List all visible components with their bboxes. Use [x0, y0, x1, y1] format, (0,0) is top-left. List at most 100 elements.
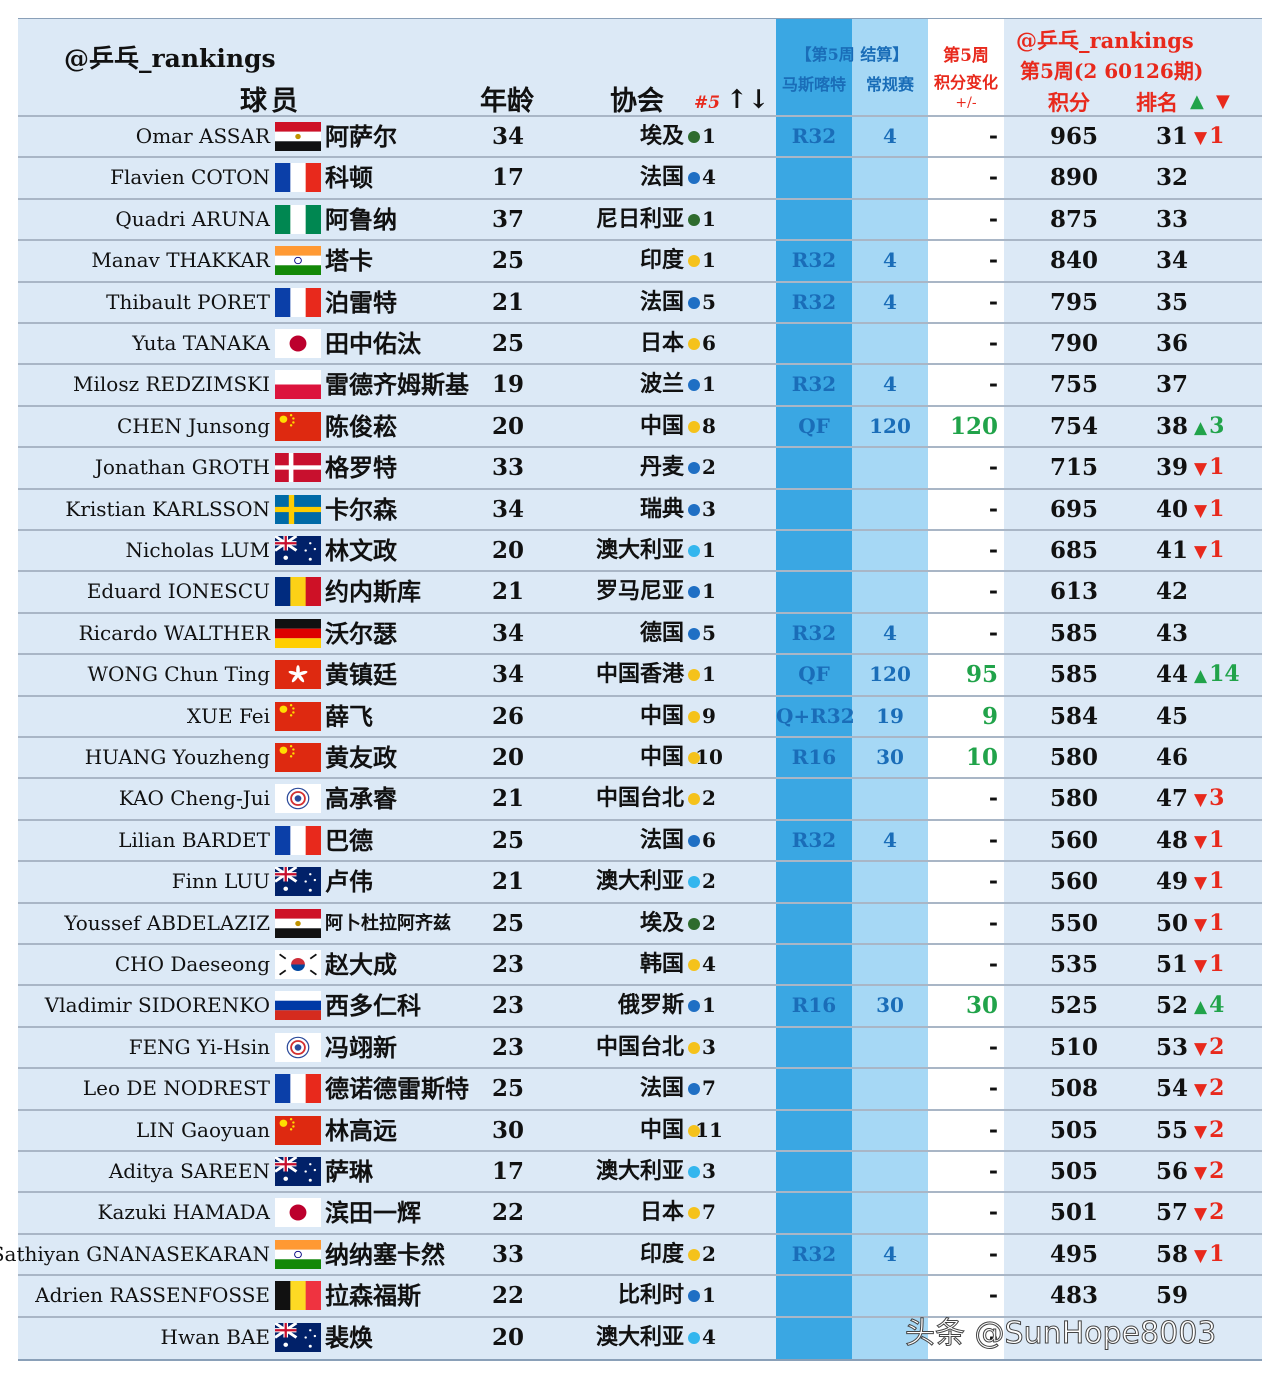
- sort-icon[interactable]: ↑↓: [726, 85, 770, 115]
- rank-movement: ▼1: [1194, 862, 1224, 901]
- table-row: Youssef ABDELAZIZ 阿卜杜拉阿齐兹 25 埃及 2-550 50 ▼1: [18, 901, 1262, 943]
- ranking-points: 695: [1049, 495, 1098, 523]
- association-rank: 4: [702, 1324, 716, 1349]
- player-chinese-name: 陈俊菘: [325, 411, 397, 441]
- ranking-position: 45: [1155, 702, 1188, 730]
- player-association: 中国台北: [595, 1033, 684, 1060]
- ranking-column: [1004, 19, 1262, 1359]
- player-age: 21: [491, 578, 524, 606]
- rank-movement: ▼1: [1194, 531, 1224, 570]
- ranking-points: 510: [1049, 1033, 1098, 1061]
- association-rank: 6: [702, 827, 716, 852]
- player-name: Flavien COTON: [110, 165, 270, 190]
- rank-movement: ▼1: [1194, 490, 1224, 529]
- player-association: 印度: [639, 247, 684, 274]
- ranking-position: 48: [1155, 826, 1188, 854]
- russia-flag: [275, 991, 321, 1021]
- player-chinese-name: 薛飞: [325, 701, 373, 731]
- handle-title: @乒乓_rankings: [64, 44, 276, 73]
- ranking-position: 39: [1155, 454, 1188, 482]
- player-chinese-name: 泊雷特: [325, 287, 397, 317]
- table-row: CHEN Junsong 陈俊菘 20 中国 8 QF 120 120 754 38 ▲3: [18, 404, 1262, 446]
- player-chinese-name: 萨琳: [325, 1157, 373, 1186]
- continent-dot-icon: [688, 752, 700, 764]
- table-row: Nicholas LUM 林文政 20 澳大利亚 1-685 41 ▼1: [18, 529, 1262, 570]
- player-age: 23: [491, 992, 524, 1020]
- muscat-result: [776, 904, 852, 943]
- chinese-taipei-flag: [275, 784, 321, 814]
- korea-flag: [275, 950, 321, 979]
- australia-flag: [275, 867, 321, 897]
- points-change-header: 积分变化: [933, 73, 998, 92]
- association-rank: 2: [702, 910, 716, 935]
- points-change: 95: [965, 661, 998, 689]
- player-age: 37: [491, 205, 524, 233]
- regular-points: 4: [883, 372, 897, 397]
- india-flag: [275, 246, 321, 276]
- player-association: 澳大利亚: [595, 537, 684, 563]
- france-flag: [275, 287, 321, 317]
- player-association: 中国台北: [595, 785, 684, 812]
- table-row: Sathiyan GNANASEKARAN 纳纳塞卡然 33 印度 2 R32 4 - 495 5…: [0, 1232, 1262, 1274]
- ranking-position: 50: [1155, 909, 1188, 937]
- points-change: -: [988, 123, 998, 149]
- ranking-position: 36: [1155, 330, 1188, 357]
- belgium-flag: [275, 1281, 321, 1311]
- rank-movement: ▲14: [1194, 655, 1240, 694]
- muscat-result: [776, 945, 852, 984]
- table-row: WONG Chun Ting 黄镇廷 34 中国香港 1 QF 120 95 585 44 ▲14: [18, 653, 1262, 694]
- rank-movement: ▲3: [1194, 407, 1224, 446]
- ranking-points: 483: [1049, 1282, 1098, 1310]
- muscat-result: [776, 200, 852, 239]
- player-association: 韩国: [639, 951, 684, 977]
- ranking-points: 585: [1049, 619, 1098, 647]
- continent-dot-icon: [688, 379, 700, 392]
- continent-dot-icon: [688, 213, 700, 226]
- continent-dot-icon: [688, 1248, 700, 1261]
- ranking-points: 890: [1049, 164, 1098, 192]
- player-age: 21: [491, 785, 524, 813]
- player-chinese-name: 赵大成: [325, 950, 397, 979]
- muscat-result: R32: [791, 620, 837, 645]
- continent-dot-icon: [688, 834, 700, 847]
- up-arrow-icon: ▲: [1194, 666, 1208, 687]
- rank-movement: ▼1: [1194, 1235, 1224, 1274]
- rank-movement: ▲4: [1194, 986, 1224, 1025]
- player-name: XUE Fei: [186, 703, 270, 728]
- ranking-position: 41: [1155, 537, 1188, 564]
- continent-dot-icon: [688, 131, 700, 143]
- muscat-result: [776, 1193, 852, 1232]
- points-change: 120: [949, 412, 998, 440]
- player-chinese-name: 西多仁科: [325, 991, 421, 1021]
- player-age: 34: [491, 123, 524, 150]
- table-row: Eduard IONESCU 约内斯库 21 罗马尼亚 1 - 613 42: [18, 570, 1262, 611]
- ranking-position: 46: [1155, 744, 1188, 771]
- rank-movement-value: 1: [1209, 909, 1225, 936]
- table-row: XUE Fei 薛飞 26 中国 9 Q+R32 19 9 584 45: [18, 694, 1262, 736]
- continent-dot-icon: [688, 503, 700, 516]
- player-association: 埃及: [639, 123, 684, 149]
- regular-points: [852, 1111, 928, 1150]
- table-row: FENG Yi-Hsin 冯翊新 23 中国台北 3-510 53 ▼2: [18, 1025, 1262, 1067]
- table-row: LIN Gaoyuan 林高远 30 中国 11-505 55 ▼2: [18, 1108, 1262, 1150]
- muscat-header: 马斯喀特: [781, 75, 846, 94]
- association-rank: 4: [702, 952, 716, 976]
- rank-movement-value: 2: [1209, 1033, 1225, 1060]
- player-age: 17: [491, 164, 524, 192]
- player-chinese-name: 黄镇廷: [325, 660, 397, 690]
- player-association: 印度: [639, 1240, 684, 1267]
- player-chinese-name: 卡尔森: [325, 494, 397, 524]
- ranking-points: 525: [1049, 992, 1098, 1020]
- points-change: -: [988, 619, 998, 646]
- down-arrow-icon: ▼: [1194, 1163, 1208, 1183]
- player-name: Jonathan GROTH: [94, 455, 270, 480]
- association-rank: 4: [702, 165, 716, 190]
- ranking-position: 59: [1155, 1282, 1188, 1310]
- down-arrow-icon: ▼: [1194, 914, 1208, 935]
- association-rank: 7: [702, 1200, 716, 1225]
- rank-movement: ▼1: [1194, 821, 1224, 860]
- player-name: Adrien RASSENFOSSE: [35, 1283, 270, 1308]
- ranking-position: 35: [1155, 288, 1188, 316]
- player-age: 30: [491, 1116, 524, 1144]
- points-change: -: [988, 785, 998, 812]
